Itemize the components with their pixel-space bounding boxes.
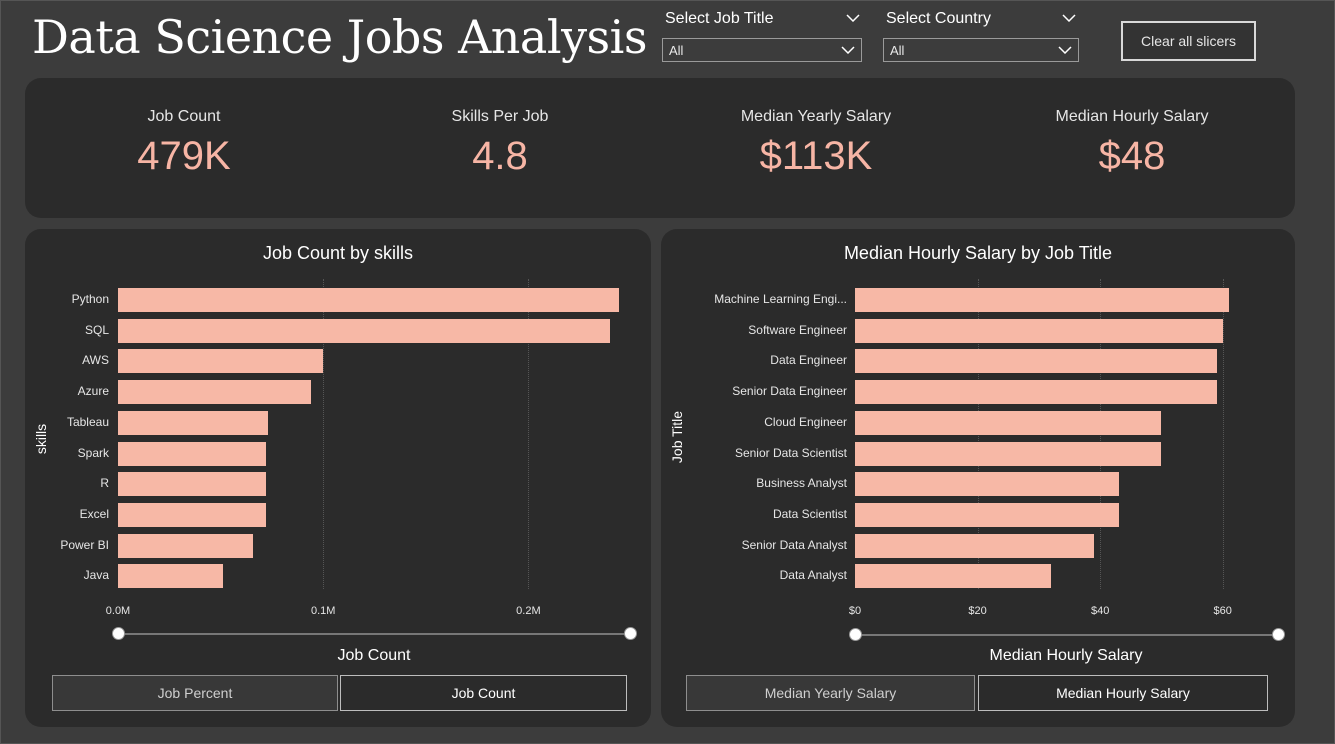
gridline xyxy=(323,279,325,589)
kpi-card-median-hourly-salary: Median Hourly Salary $48 xyxy=(982,108,1282,179)
chart-title: Median Hourly Salary by Job Title xyxy=(843,243,1113,263)
y-category-label: Data Analyst xyxy=(779,568,847,583)
chevron-down-icon[interactable] xyxy=(846,14,860,22)
y-category-label: Azure xyxy=(77,384,109,399)
kpi-value: $48 xyxy=(1098,134,1166,178)
chevron-down-icon xyxy=(1058,46,1072,54)
slider-end-handle[interactable] xyxy=(1272,628,1285,641)
bar[interactable] xyxy=(118,441,266,466)
kpi-card-skills-per-job: Skills Per Job 4.8 xyxy=(350,108,650,179)
job-title-dropdown-value: All xyxy=(669,43,684,58)
x-axis-zoom-slider[interactable] xyxy=(118,633,631,635)
bar[interactable] xyxy=(855,533,1095,558)
salary-chart-panel: Median Hourly Salary by Job Title Job Ti… xyxy=(661,229,1295,727)
slider-start-handle[interactable] xyxy=(112,627,125,640)
chart-title: Job Count by skills xyxy=(262,243,414,263)
country-dropdown[interactable]: All xyxy=(883,38,1079,62)
clear-all-slicers-button[interactable]: Clear all slicers xyxy=(1121,21,1256,61)
bar[interactable] xyxy=(118,502,266,527)
kpi-label: Median Yearly Salary xyxy=(740,108,892,125)
job-title-dropdown[interactable]: All xyxy=(662,38,862,62)
kpi-label: Median Hourly Salary xyxy=(1055,108,1209,125)
x-tick-label: $40 xyxy=(1090,605,1110,617)
x-tick-label: $60 xyxy=(1213,605,1232,617)
x-axis-zoom-slider[interactable] xyxy=(855,634,1277,636)
slider-start-handle[interactable] xyxy=(849,628,862,641)
kpi-value: 479K xyxy=(137,134,231,178)
chevron-down-icon xyxy=(841,46,855,54)
bar[interactable] xyxy=(118,410,268,435)
job-percent-toggle[interactable]: Job Percent xyxy=(52,675,338,711)
x-axis-label: Median Hourly Salary xyxy=(989,647,1143,664)
bar[interactable] xyxy=(855,318,1223,343)
gridline xyxy=(528,279,530,589)
kpi-panel: Job Count 479K Skills Per Job 4.8 Median… xyxy=(25,78,1295,218)
x-tick-label: 0.2M xyxy=(516,605,541,617)
y-category-label: Data Engineer xyxy=(770,353,847,368)
bar[interactable] xyxy=(118,380,311,405)
x-axis-label: Job Count xyxy=(337,647,411,664)
bar[interactable] xyxy=(118,472,266,497)
bar[interactable] xyxy=(118,288,619,312)
x-tick-label: $0 xyxy=(848,605,862,617)
slider-end-handle[interactable] xyxy=(624,627,637,640)
job-count-toggle[interactable]: Job Count xyxy=(340,675,627,711)
gridline xyxy=(1222,279,1224,589)
chevron-down-icon[interactable] xyxy=(1062,14,1076,22)
y-category-label: Senior Data Analyst xyxy=(741,537,847,552)
y-category-label: Java xyxy=(83,568,109,583)
y-category-label: Spark xyxy=(77,445,109,460)
x-tick-label: 0.1M xyxy=(310,605,336,617)
y-axis-label: Job Title xyxy=(669,410,685,464)
median-yearly-salary-toggle[interactable]: Median Yearly Salary xyxy=(686,675,975,711)
y-category-label: Data Scientist xyxy=(772,506,847,521)
bar[interactable] xyxy=(855,502,1119,527)
kpi-label: Skills Per Job xyxy=(451,108,549,125)
kpi-card-job-count: Job Count 479K xyxy=(34,108,334,179)
page-title: Data Science Jobs Analysis xyxy=(32,10,648,64)
y-category-label: AWS xyxy=(82,353,109,368)
kpi-value: $113K xyxy=(759,134,873,178)
country-dropdown-value: All xyxy=(890,43,905,58)
y-category-label: Business Analyst xyxy=(756,476,847,491)
job-title-slicer-label: Select Job Title xyxy=(665,10,774,27)
skills-chart-panel: Job Count by skills skills Job Count Job… xyxy=(25,229,651,727)
bar[interactable] xyxy=(855,380,1217,405)
x-tick-label: 0.0M xyxy=(105,605,131,617)
y-category-label: Senior Data Engineer xyxy=(732,384,847,399)
kpi-label: Job Count xyxy=(147,108,221,125)
y-category-label: Python xyxy=(71,292,109,306)
kpi-card-median-yearly-salary: Median Yearly Salary $113K xyxy=(666,108,966,179)
bar[interactable] xyxy=(118,564,223,589)
bar[interactable] xyxy=(855,410,1162,435)
bar[interactable] xyxy=(118,533,254,558)
y-category-label: Excel xyxy=(79,506,109,521)
bar[interactable] xyxy=(118,318,611,343)
bar[interactable] xyxy=(855,472,1119,497)
bar[interactable] xyxy=(855,564,1052,589)
bar[interactable] xyxy=(855,349,1217,374)
y-category-label: Power BI xyxy=(60,537,109,552)
bar[interactable] xyxy=(855,441,1162,466)
y-category-label: Software Engineer xyxy=(748,322,847,337)
bar[interactable] xyxy=(855,288,1229,312)
y-category-label: R xyxy=(100,476,109,491)
kpi-value: 4.8 xyxy=(472,134,528,178)
y-category-label: Senior Data Scientist xyxy=(734,445,847,460)
x-tick-label: $20 xyxy=(968,605,987,617)
y-category-label: Cloud Engineer xyxy=(764,414,847,429)
y-category-label: Machine Learning Engi... xyxy=(714,292,847,306)
country-slicer-label: Select Country xyxy=(886,10,991,27)
y-category-label: SQL xyxy=(84,322,109,337)
median-hourly-salary-toggle[interactable]: Median Hourly Salary xyxy=(978,675,1268,711)
y-category-label: Tableau xyxy=(66,414,109,429)
bar[interactable] xyxy=(118,349,324,374)
